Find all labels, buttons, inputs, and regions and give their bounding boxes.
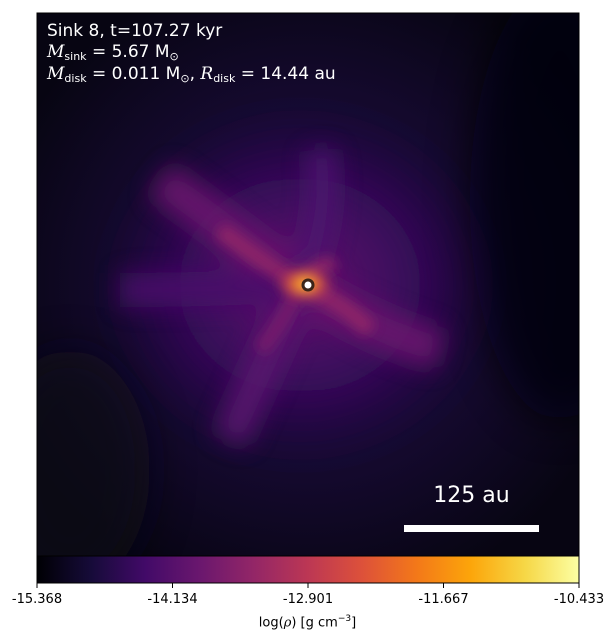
sink-marker — [301, 278, 315, 292]
scale-bar-label: 125 au — [433, 483, 510, 508]
m-sink-value: = 5.67 M — [86, 42, 170, 62]
r-disk-value: = 14.44 au — [235, 64, 336, 84]
colorbar-tick-2: -14.134 — [147, 592, 198, 607]
sink-mass-label: Msink = 5.67 M⊙ — [47, 42, 179, 63]
r-disk-sub: disk — [213, 72, 236, 85]
solar-sub-2: ⊙ — [180, 72, 190, 85]
colorbar-tick-5: -10.433 — [553, 592, 605, 607]
colorbar-tick-1: -15.368 — [11, 592, 63, 607]
scale-bar — [404, 525, 539, 532]
m-disk-sub: disk — [64, 72, 87, 85]
m-symbol: M — [47, 42, 65, 62]
disk-label: Mdisk = 0.011 M⊙, Rdisk = 14.44 au — [47, 64, 336, 85]
separator: , — [189, 64, 201, 84]
density-map — [37, 13, 579, 556]
r-disk-symbol: R — [200, 64, 214, 84]
solar-sub: ⊙ — [169, 50, 179, 63]
colorbar-label: log(ρ) [g cm−3] — [258, 614, 357, 631]
m-disk-symbol: M — [47, 64, 65, 84]
sink-time-label: Sink 8, t=107.27 kyr — [47, 21, 223, 41]
colorbar — [36, 555, 580, 588]
colorbar-tick-4: -11.667 — [418, 592, 469, 607]
m-disk-value: = 0.011 M — [86, 64, 181, 84]
m-sub: sink — [64, 50, 87, 63]
colorbar-tick-3: -12.901 — [282, 592, 334, 607]
